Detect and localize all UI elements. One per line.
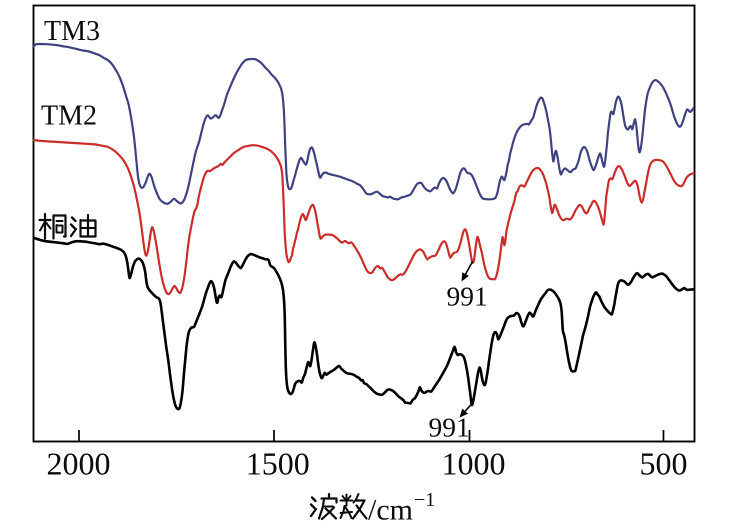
svg-text:991: 991	[429, 412, 470, 443]
svg-text:TM2: TM2	[41, 101, 97, 132]
svg-text:991: 991	[447, 281, 488, 312]
svg-text:1500: 1500	[246, 446, 310, 482]
svg-text:500: 500	[640, 446, 688, 482]
svg-text:/cm: /cm	[368, 494, 413, 527]
svg-text:TM3: TM3	[44, 16, 100, 47]
svg-text:−1: −1	[414, 489, 435, 511]
svg-text:2000: 2000	[47, 446, 111, 482]
svg-text:1000: 1000	[442, 446, 506, 482]
